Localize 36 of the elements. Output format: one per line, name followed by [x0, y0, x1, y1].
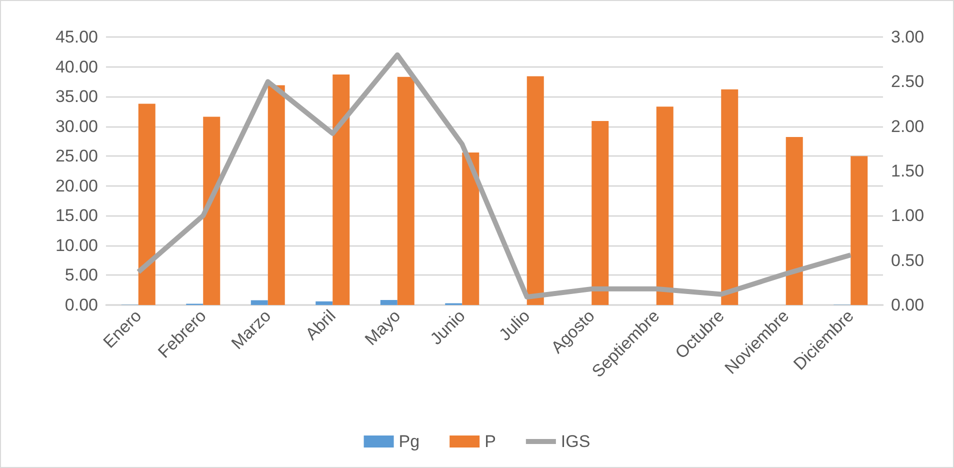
- y2-tick-label: 2.00: [891, 116, 924, 136]
- y-tick-label: 20.00: [55, 176, 98, 196]
- bar: [397, 76, 414, 305]
- bar: [721, 89, 738, 305]
- x-tick-label: Julio: [495, 306, 534, 344]
- bar: [316, 301, 333, 305]
- y-tick-label: 45.00: [55, 28, 98, 46]
- legend-label: P: [484, 432, 496, 451]
- legend-label: IGS: [560, 432, 590, 451]
- y2-tick-label: 2.50: [891, 72, 924, 92]
- legend-label: Pg: [398, 432, 420, 451]
- bar: [138, 104, 156, 305]
- bar: [203, 116, 220, 305]
- bar: [592, 120, 609, 305]
- y-tick-label: 0.00: [64, 296, 98, 314]
- bar: [462, 152, 480, 305]
- bar: [656, 106, 674, 305]
- bar: [250, 300, 268, 305]
- y2-tick-label: 3.00: [891, 28, 924, 46]
- bar: [850, 156, 868, 305]
- y-tick-label: 40.00: [55, 57, 98, 76]
- y-tick-label: 5.00: [64, 266, 98, 285]
- y2-tick-label: 0.50: [891, 250, 924, 270]
- bar: [380, 300, 398, 305]
- bar: [526, 76, 544, 305]
- y-tick-label: 10.00: [55, 236, 98, 255]
- bar: [268, 85, 285, 305]
- y-tick-label: 15.00: [55, 206, 98, 226]
- bar: [786, 137, 803, 305]
- y2-tick-label: 1.50: [891, 162, 924, 180]
- y-tick-label: 30.00: [55, 116, 98, 136]
- bar: [332, 74, 350, 305]
- y-tick-label: 35.00: [55, 87, 98, 106]
- y2-tick-label: 1.00: [891, 206, 924, 226]
- y2-tick-label: 0.00: [891, 296, 924, 314]
- y-tick-label: 25.00: [55, 146, 98, 166]
